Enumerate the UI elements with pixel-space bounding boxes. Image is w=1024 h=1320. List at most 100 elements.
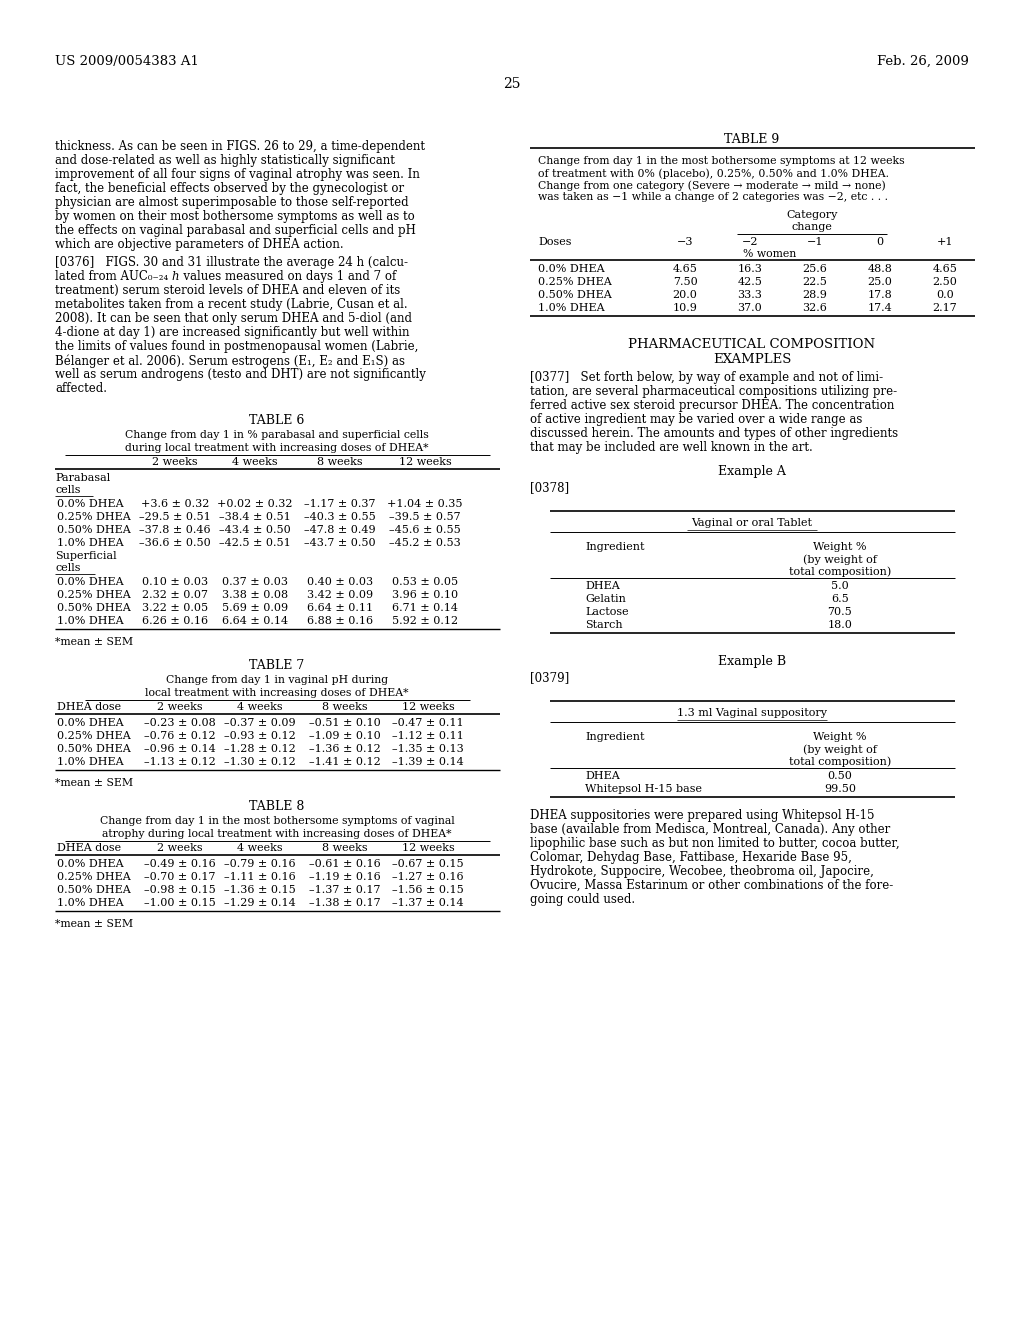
Text: of treatment with 0% (placebo), 0.25%, 0.50% and 1.0% DHEA.: of treatment with 0% (placebo), 0.25%, 0…	[538, 168, 889, 178]
Text: 0.25% DHEA: 0.25% DHEA	[57, 873, 131, 882]
Text: 42.5: 42.5	[737, 277, 763, 286]
Text: Weight %: Weight %	[813, 733, 866, 742]
Text: 25: 25	[503, 77, 521, 91]
Text: –1.37 ± 0.14: –1.37 ± 0.14	[392, 898, 464, 908]
Text: ferred active sex steroid precursor DHEA. The concentration: ferred active sex steroid precursor DHEA…	[530, 399, 894, 412]
Text: –0.37 ± 0.09: –0.37 ± 0.09	[224, 718, 296, 729]
Text: +1: +1	[937, 238, 953, 247]
Text: total composition): total composition)	[788, 756, 891, 767]
Text: 33.3: 33.3	[737, 290, 763, 300]
Text: 2 weeks: 2 weeks	[153, 457, 198, 467]
Text: atrophy during local treatment with increasing doses of DHEA*: atrophy during local treatment with incr…	[102, 829, 452, 840]
Text: 0.0% DHEA: 0.0% DHEA	[57, 577, 124, 587]
Text: 70.5: 70.5	[827, 607, 852, 616]
Text: +1.04 ± 0.35: +1.04 ± 0.35	[387, 499, 463, 510]
Text: of active ingredient may be varied over a wide range as: of active ingredient may be varied over …	[530, 413, 862, 426]
Text: [0378]: [0378]	[530, 480, 569, 494]
Text: 0.10 ± 0.03: 0.10 ± 0.03	[142, 577, 208, 587]
Text: base (available from Medisca, Montreal, Canada). Any other: base (available from Medisca, Montreal, …	[530, 822, 890, 836]
Text: Change from day 1 in the most bothersome symptoms at 12 weeks: Change from day 1 in the most bothersome…	[538, 156, 904, 166]
Text: –37.8 ± 0.46: –37.8 ± 0.46	[139, 525, 211, 535]
Text: –1.29 ± 0.14: –1.29 ± 0.14	[224, 898, 296, 908]
Text: US 2009/0054383 A1: US 2009/0054383 A1	[55, 55, 199, 69]
Text: 4 weeks: 4 weeks	[238, 702, 283, 711]
Text: TABLE 7: TABLE 7	[250, 659, 304, 672]
Text: 8 weeks: 8 weeks	[317, 457, 362, 467]
Text: 4.65: 4.65	[673, 264, 697, 275]
Text: 0.0% DHEA: 0.0% DHEA	[538, 264, 604, 275]
Text: Ovucire, Massa Estarinum or other combinations of the fore-: Ovucire, Massa Estarinum or other combin…	[530, 879, 893, 892]
Text: 2 weeks: 2 weeks	[158, 702, 203, 711]
Text: −1: −1	[807, 238, 823, 247]
Text: affected.: affected.	[55, 381, 106, 395]
Text: –1.00 ± 0.15: –1.00 ± 0.15	[144, 898, 216, 908]
Text: change: change	[792, 222, 833, 232]
Text: 0.50% DHEA: 0.50% DHEA	[57, 744, 131, 754]
Text: Change from day 1 in the most bothersome symptoms of vaginal: Change from day 1 in the most bothersome…	[99, 816, 455, 826]
Text: Example A: Example A	[718, 465, 786, 478]
Text: –0.70 ± 0.17: –0.70 ± 0.17	[144, 873, 216, 882]
Text: fact, the beneficial effects observed by the gynecologist or: fact, the beneficial effects observed by…	[55, 182, 404, 195]
Text: 20.0: 20.0	[673, 290, 697, 300]
Text: 0: 0	[877, 238, 884, 247]
Text: 0.0: 0.0	[936, 290, 954, 300]
Text: Colomar, Dehydag Base, Fattibase, Hexaride Base 95,: Colomar, Dehydag Base, Fattibase, Hexari…	[530, 851, 852, 865]
Text: 8 weeks: 8 weeks	[323, 843, 368, 853]
Text: 0.25% DHEA: 0.25% DHEA	[57, 590, 131, 601]
Text: 6.64 ± 0.11: 6.64 ± 0.11	[307, 603, 373, 612]
Text: the effects on vaginal parabasal and superficial cells and pH: the effects on vaginal parabasal and sup…	[55, 224, 416, 238]
Text: during local treatment with increasing doses of DHEA*: during local treatment with increasing d…	[125, 444, 429, 453]
Text: –1.39 ± 0.14: –1.39 ± 0.14	[392, 756, 464, 767]
Text: 4 weeks: 4 weeks	[232, 457, 278, 467]
Text: 1.0% DHEA: 1.0% DHEA	[538, 304, 604, 313]
Text: –1.11 ± 0.16: –1.11 ± 0.16	[224, 873, 296, 882]
Text: Parabasal: Parabasal	[55, 473, 111, 483]
Text: 0.25% DHEA: 0.25% DHEA	[538, 277, 611, 286]
Text: *mean ± SEM: *mean ± SEM	[55, 777, 133, 788]
Text: Change from day 1 in % parabasal and superficial cells: Change from day 1 in % parabasal and sup…	[125, 430, 429, 440]
Text: 2008). It can be seen that only serum DHEA and 5-diol (and: 2008). It can be seen that only serum DH…	[55, 312, 412, 325]
Text: –40.3 ± 0.55: –40.3 ± 0.55	[304, 512, 376, 521]
Text: Bélanger et al. 2006). Serum estrogens (E₁, E₂ and E₁S) as: Bélanger et al. 2006). Serum estrogens (…	[55, 354, 406, 367]
Text: cells: cells	[55, 484, 81, 495]
Text: 10.9: 10.9	[673, 304, 697, 313]
Text: 0.50% DHEA: 0.50% DHEA	[538, 290, 611, 300]
Text: Hydrokote, Suppocire, Wecobee, theobroma oil, Japocire,: Hydrokote, Suppocire, Wecobee, theobroma…	[530, 865, 873, 878]
Text: DHEA: DHEA	[585, 771, 620, 781]
Text: lated from AUC₀₋₂₄ ℎ values measured on days 1 and 7 of: lated from AUC₀₋₂₄ ℎ values measured on …	[55, 271, 396, 282]
Text: 6.26 ± 0.16: 6.26 ± 0.16	[142, 616, 208, 626]
Text: 37.0: 37.0	[737, 304, 763, 313]
Text: 4-dione at day 1) are increased significantly but well within: 4-dione at day 1) are increased signific…	[55, 326, 410, 339]
Text: –0.67 ± 0.15: –0.67 ± 0.15	[392, 859, 464, 869]
Text: –1.41 ± 0.12: –1.41 ± 0.12	[309, 756, 381, 767]
Text: 1.0% DHEA: 1.0% DHEA	[57, 756, 124, 767]
Text: the limits of values found in postmenopausal women (Labrie,: the limits of values found in postmenopa…	[55, 341, 419, 352]
Text: –1.28 ± 0.12: –1.28 ± 0.12	[224, 744, 296, 754]
Text: 3.96 ± 0.10: 3.96 ± 0.10	[392, 590, 458, 601]
Text: 6.64 ± 0.14: 6.64 ± 0.14	[222, 616, 288, 626]
Text: [0377]   Set forth below, by way of example and not of limi-: [0377] Set forth below, by way of exampl…	[530, 371, 883, 384]
Text: Superficial: Superficial	[55, 550, 117, 561]
Text: TABLE 6: TABLE 6	[249, 414, 305, 426]
Text: –43.4 ± 0.50: –43.4 ± 0.50	[219, 525, 291, 535]
Text: physician are almost superimposable to those self-reported: physician are almost superimposable to t…	[55, 195, 409, 209]
Text: –1.30 ± 0.12: –1.30 ± 0.12	[224, 756, 296, 767]
Text: discussed herein. The amounts and types of other ingredients: discussed herein. The amounts and types …	[530, 426, 898, 440]
Text: 0.0% DHEA: 0.0% DHEA	[57, 859, 124, 869]
Text: Doses: Doses	[538, 238, 571, 247]
Text: 28.9: 28.9	[803, 290, 827, 300]
Text: +0.02 ± 0.32: +0.02 ± 0.32	[217, 499, 293, 510]
Text: cells: cells	[55, 564, 81, 573]
Text: –1.09 ± 0.10: –1.09 ± 0.10	[309, 731, 381, 741]
Text: 32.6: 32.6	[803, 304, 827, 313]
Text: (by weight of: (by weight of	[803, 744, 877, 755]
Text: –1.13 ± 0.12: –1.13 ± 0.12	[144, 756, 216, 767]
Text: 17.8: 17.8	[867, 290, 892, 300]
Text: 8 weeks: 8 weeks	[323, 702, 368, 711]
Text: going could used.: going could used.	[530, 894, 635, 906]
Text: lipophilic base such as but non limited to butter, cocoa butter,: lipophilic base such as but non limited …	[530, 837, 900, 850]
Text: 2.17: 2.17	[933, 304, 957, 313]
Text: 16.3: 16.3	[737, 264, 763, 275]
Text: –42.5 ± 0.51: –42.5 ± 0.51	[219, 539, 291, 548]
Text: 99.50: 99.50	[824, 784, 856, 795]
